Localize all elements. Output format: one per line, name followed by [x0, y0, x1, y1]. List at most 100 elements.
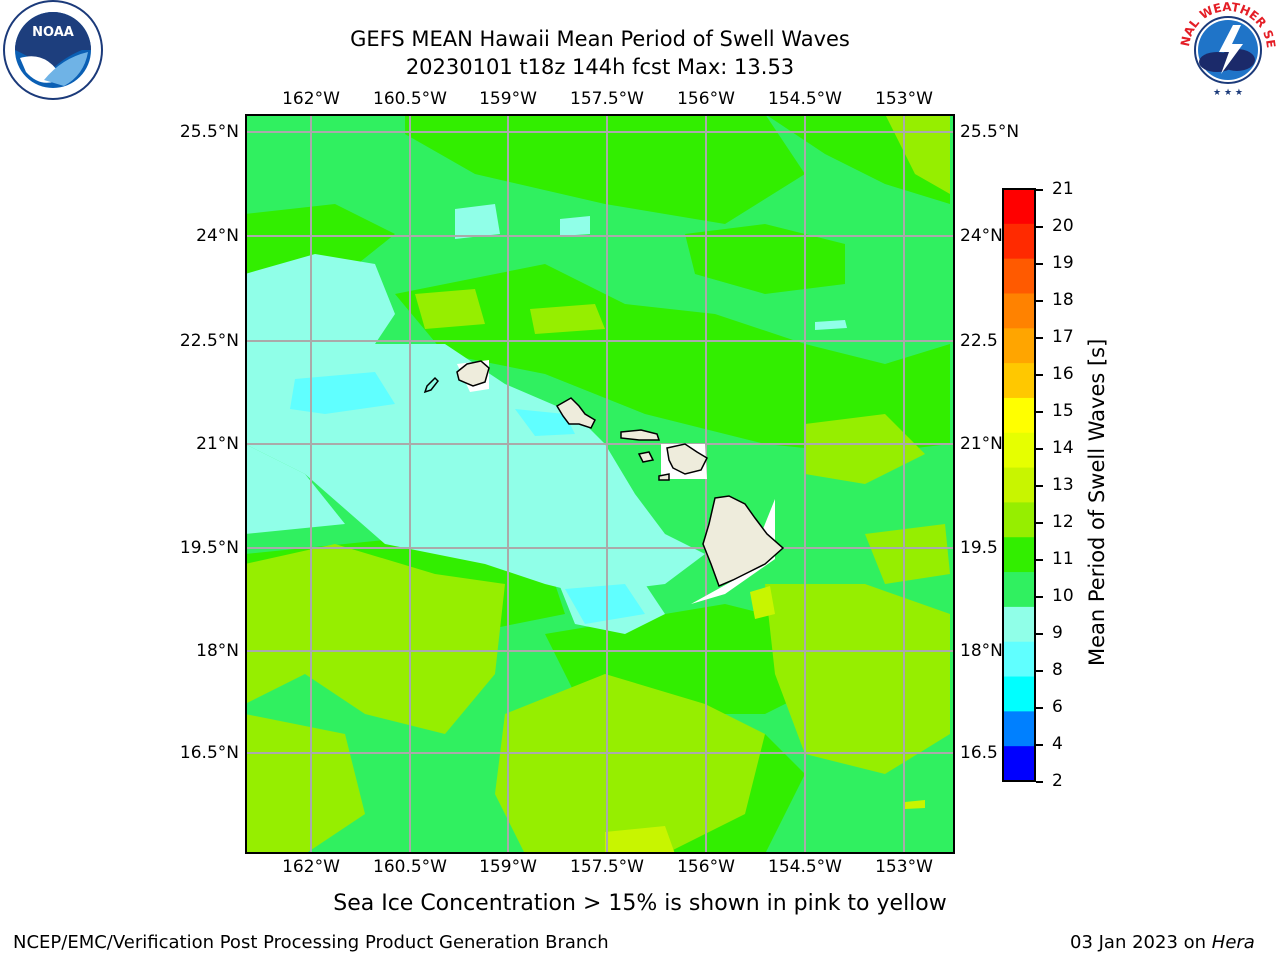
colorbar-tick-label: 10	[1052, 586, 1074, 606]
colorbar-tick-label: 17	[1052, 327, 1074, 347]
lat-label-left: 16.5°N	[179, 743, 239, 763]
lon-label-top: 162°W	[282, 89, 340, 109]
colorbar-tick-mark	[1036, 522, 1043, 524]
noaa-logo-icon: NOAA	[3, 0, 103, 100]
colorbar-bin	[1003, 467, 1035, 503]
lon-label-bottom: 154.5°W	[768, 857, 842, 877]
lon-label-bottom: 159°W	[479, 857, 537, 877]
island-lanai	[637, 451, 655, 463]
colorbar-bin	[1003, 258, 1035, 294]
lon-label-bottom: 162°W	[282, 857, 340, 877]
footer-date-text: 03 Jan 2023 on	[1070, 932, 1212, 953]
colorbar-tick-label: 16	[1052, 364, 1074, 384]
colorbar-tick-label: 19	[1052, 253, 1074, 273]
swell-period-field	[245, 114, 955, 854]
lat-label-right: 24°N	[960, 226, 1003, 246]
island-molokai	[620, 429, 661, 441]
footer-date: 03 Jan 2023 on Hera	[1070, 932, 1255, 953]
colorbar-tick-label: 4	[1052, 734, 1063, 754]
colorbar-bin	[1003, 746, 1035, 782]
colorbar-tick-mark	[1036, 633, 1043, 635]
colorbar-bin	[1003, 328, 1035, 364]
colorbar-tick-mark	[1036, 189, 1043, 191]
colorbar-label: Mean Period of Swell Waves [s]	[1085, 338, 1109, 666]
lat-label-right: 22.5	[960, 331, 998, 351]
colorbar-bin	[1003, 572, 1035, 608]
colorbar-tick-label: 6	[1052, 697, 1063, 717]
colorbar-tick-mark	[1036, 448, 1043, 450]
island-hawaii	[702, 495, 785, 588]
lat-label-left: 24°N	[196, 226, 239, 246]
island-maui	[666, 443, 708, 475]
colorbar-tick-mark	[1036, 670, 1043, 672]
island-kauai	[456, 360, 490, 387]
colorbar-tick-mark	[1036, 337, 1043, 339]
lon-label-top: 156°W	[677, 89, 735, 109]
colorbar-bin	[1003, 363, 1035, 399]
colorbar	[1002, 188, 1036, 782]
colorbar-tick-mark	[1036, 744, 1043, 746]
lon-label-bottom: 156°W	[677, 857, 735, 877]
colorbar-bin	[1003, 432, 1035, 469]
footer-host: Hera	[1211, 932, 1255, 953]
colorbar-tick-label: 21	[1052, 179, 1074, 199]
colorbar-tick-label: 8	[1052, 660, 1063, 680]
hawaiian-islands	[423, 360, 785, 588]
sea-ice-note: Sea Ice Concentration > 15% is shown in …	[333, 891, 947, 916]
colorbar-tick-mark	[1036, 374, 1043, 376]
colorbar-tick-mark	[1036, 226, 1043, 228]
colorbar-tick-label: 2	[1052, 771, 1063, 791]
colorbar-tick-mark	[1036, 596, 1043, 598]
lat-label-left: 21°N	[196, 434, 239, 454]
svg-text:★ ★ ★: ★ ★ ★	[1213, 88, 1243, 98]
colorbar-bin	[1003, 676, 1035, 712]
colorbar-bin	[1003, 537, 1035, 573]
colorbar-bin	[1003, 606, 1035, 643]
colorbar-bin	[1003, 502, 1035, 538]
lat-label-left: 22.5°N	[179, 331, 239, 351]
lon-label-top: 153°W	[875, 89, 933, 109]
lon-label-top: 159°W	[479, 89, 537, 109]
colorbar-tick-label: 9	[1052, 623, 1063, 643]
lat-label-left: 18°N	[196, 641, 239, 661]
colorbar-tick-mark	[1036, 559, 1043, 561]
colorbar-tick-label: 14	[1052, 438, 1074, 458]
lon-label-top: 157.5°W	[570, 89, 644, 109]
lat-label-right: 19.5	[960, 538, 998, 558]
colorbar-tick-label: 11	[1052, 549, 1074, 569]
lat-label-right: 21°N	[960, 434, 1003, 454]
map-subtitle: 20230101 t18z 144h fcst Max: 13.53	[405, 55, 795, 79]
footer-branch: NCEP/EMC/Verification Post Processing Pr…	[13, 932, 609, 953]
nws-logo-icon: NATIONAL WEATHER SERVICE ★ ★ ★	[1177, 0, 1278, 98]
island-niihau	[423, 376, 439, 394]
colorbar-bin	[1003, 711, 1035, 747]
lat-label-left: 19.5°N	[179, 538, 239, 558]
colorbar-bin	[1003, 189, 1035, 225]
graticule	[245, 114, 955, 854]
colorbar-tick-mark	[1036, 707, 1043, 709]
colorbar-tick-label: 20	[1052, 216, 1074, 236]
colorbar-bin	[1003, 641, 1035, 678]
colorbar-tick-label: 13	[1052, 475, 1074, 495]
colorbar-tick-label: 15	[1052, 401, 1074, 421]
island-oahu	[555, 397, 596, 429]
lat-label-right: 18°N	[960, 641, 1003, 661]
map-title: GEFS MEAN Hawaii Mean Period of Swell Wa…	[350, 27, 850, 51]
lon-label-top: 160.5°W	[373, 89, 447, 109]
lon-label-bottom: 160.5°W	[373, 857, 447, 877]
colorbar-tick-mark	[1036, 263, 1043, 265]
lon-label-bottom: 153°W	[875, 857, 933, 877]
colorbar-bin	[1003, 397, 1035, 434]
colorbar-tick-label: 18	[1052, 290, 1074, 310]
colorbar-bin	[1003, 223, 1035, 260]
colorbar-tick-mark	[1036, 485, 1043, 487]
lat-label-left: 25.5°N	[179, 122, 239, 142]
colorbar-tick-mark	[1036, 300, 1043, 302]
lat-label-right: 16.5	[960, 743, 998, 763]
colorbar-tick-mark	[1036, 781, 1043, 783]
lon-label-bottom: 157.5°W	[570, 857, 644, 877]
lat-label-right: 25.5°N	[960, 122, 1020, 142]
colorbar-tick-label: 12	[1052, 512, 1074, 532]
noaa-logo-text: NOAA	[32, 25, 74, 40]
island-kahoolawe	[658, 473, 670, 481]
